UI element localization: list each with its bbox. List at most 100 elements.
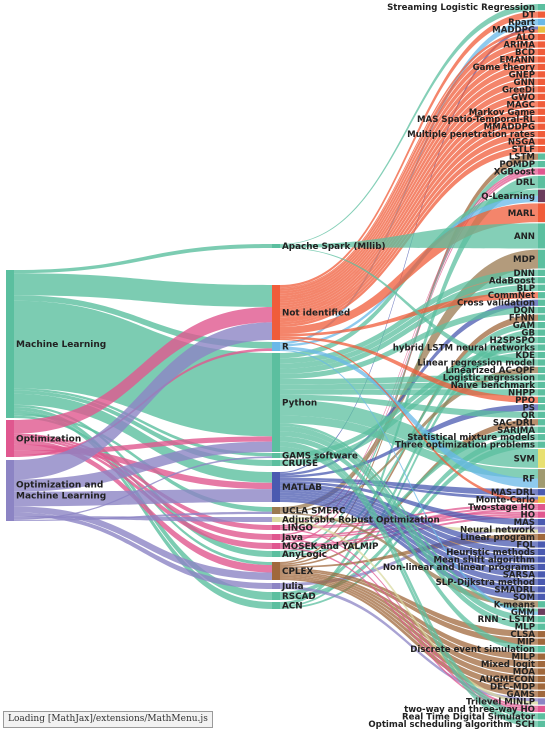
node-optimization-and-machine-learning	[6, 460, 14, 521]
node-mip	[538, 638, 545, 645]
node-k-means	[538, 601, 545, 608]
node-two-way-and-three-way-ho	[538, 705, 545, 713]
link-oml-to-cplex	[14, 506, 272, 580]
node-label-ann: ANN	[514, 232, 535, 242]
node-label-statistical-mixture-models: Statistical mixture models	[407, 433, 535, 443]
node-label-real-time-digital-simulator: Real Time Digital Simulator	[402, 712, 536, 722]
node-emann	[538, 56, 545, 63]
node-hybrid-lstm-neural-networks	[538, 344, 545, 351]
link-py-to-optimal-scheduling-algorithm-sch	[280, 446, 538, 727]
node-label-marl: MARL	[508, 209, 536, 219]
link-matlab-to-fql	[280, 483, 538, 548]
node-statistical-mixture-models	[538, 434, 545, 441]
node-python	[272, 353, 280, 452]
node-multiple-penetration-rates	[538, 131, 545, 138]
link-cplex-to-mip	[280, 569, 538, 645]
node-gams	[538, 690, 545, 698]
node-label-sac-drl: SAC-DRL	[493, 418, 536, 428]
node-label-discrete-event-simulation: Discrete event simulation	[410, 645, 535, 655]
node-apache-spark-mllib	[272, 244, 280, 248]
node-milp	[538, 653, 545, 660]
node-label-rnn-lstm: RNN – LSTM	[478, 615, 535, 625]
node-gam	[538, 322, 545, 329]
link-ni-to-gwo	[280, 93, 538, 311]
node-label-maddpg: MADDPG	[492, 26, 535, 36]
node-label-moa: MOA	[513, 668, 536, 678]
node-label-xgboost: XGBoost	[494, 168, 535, 178]
node-label-trilevel-minlp: Trilevel MINLP	[466, 697, 535, 707]
node-label-adaboost: AdaBoost	[489, 276, 535, 286]
link-lingo-to-xgboost	[280, 168, 538, 527]
link-mosek-to-two-way-and-three-way-ho	[280, 547, 538, 713]
node-acn	[272, 602, 280, 609]
node-label-alo: ALO	[516, 33, 535, 43]
node-label-optimization-and-machine-learning: Optimization and Machine Learning	[16, 481, 106, 502]
node-label-arima: ARIMA	[503, 41, 535, 51]
node-stlf	[538, 145, 545, 153]
node-label-mdp: MDP	[513, 255, 535, 265]
node-label-gnep: GNEP	[509, 70, 535, 80]
mathjax-status-message: Loading [MathJax]/extensions/MathMenu.js	[3, 711, 213, 728]
link-matlab-to-som	[280, 499, 538, 600]
node-anylogic	[272, 551, 280, 557]
node-greedi	[538, 86, 545, 93]
link-oml-to-ni	[14, 322, 272, 480]
link-ni-to-maddpg	[280, 29, 538, 289]
link-ni-to-magc	[280, 101, 538, 313]
link-spark-to-ann	[280, 223, 538, 249]
node-nsga	[538, 138, 545, 145]
node-label-cplex: CPLEX	[282, 567, 314, 577]
node-three-optimization-problems	[538, 441, 545, 448]
link-py-to-blp	[280, 284, 538, 374]
link-ni-to-arima	[280, 41, 538, 294]
node-label-augmecon: AUGMECON	[479, 675, 535, 685]
link-ml-to-gams	[14, 388, 272, 457]
node-label-bcd: BCD	[515, 48, 535, 58]
node-cruise	[272, 460, 280, 466]
link-mosek-to-xgboost	[280, 172, 538, 545]
node-label-k-means: K-means	[494, 600, 535, 610]
node-dec-mdp	[538, 683, 545, 690]
link-py-to-gmm	[280, 423, 538, 612]
link-oml-to-julia	[14, 512, 272, 589]
node-lstm	[538, 153, 545, 160]
node-game-theory	[538, 63, 545, 71]
link-ni-to-multiple-penetration-rates	[280, 131, 538, 323]
node-label-h2spspo: H2SPSPO	[490, 336, 535, 346]
node-java	[272, 534, 280, 540]
link-opt-to-cplex	[14, 439, 272, 573]
node-label-dt: DT	[522, 11, 535, 21]
node-label-gams: GAMS	[507, 690, 535, 700]
node-q-learning	[538, 189, 545, 203]
node-pomdp	[538, 160, 545, 168]
node-label-game-theory: Game theory	[473, 63, 536, 73]
node-magc	[538, 101, 545, 108]
node-label-stlf: STLF	[512, 145, 536, 155]
node-label-two-stage-ho: Two-stage HO	[468, 503, 535, 513]
node-monte-carlo	[538, 496, 545, 503]
node-mean-shift-algorithm	[538, 556, 545, 563]
node-mas-drl	[538, 489, 545, 496]
node-rscad	[272, 592, 280, 600]
node-clsa	[538, 631, 545, 638]
node-label-java: Java	[281, 533, 303, 543]
link-spark-to-linear-regression-model	[280, 247, 538, 366]
link-anylogic-to-pomdp	[280, 160, 538, 553]
node-label-ps: PS	[523, 403, 536, 413]
link-ni-to-nsga	[280, 138, 538, 325]
node-rf	[538, 469, 545, 488]
node-label-q-learning: Q-Learning	[481, 192, 535, 202]
node-sac-drl	[538, 419, 545, 426]
node-sarima	[538, 426, 545, 433]
node-label-emann: EMANN	[500, 55, 535, 65]
link-r-to-gmm	[280, 349, 538, 615]
link-py-to-naive-benchmark	[280, 381, 538, 390]
node-ppo	[538, 396, 545, 403]
link-ni-to-mas-spatio-temporal-rl	[280, 116, 538, 318]
node-drl	[538, 175, 545, 189]
link-oml-to-gams	[14, 456, 272, 520]
node-naive-benchmark	[538, 381, 545, 389]
node-qr	[538, 411, 545, 418]
node-marl	[538, 203, 545, 223]
